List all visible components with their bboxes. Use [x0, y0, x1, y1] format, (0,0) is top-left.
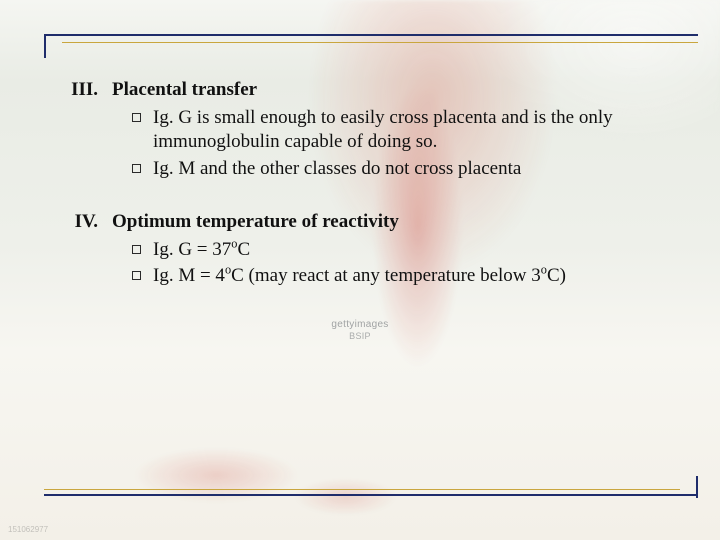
bullet-text: Ig. M and the other classes do not cross… — [153, 157, 680, 182]
bullet-list: Ig. G = 37oC Ig. M = 4oC (may react at a… — [58, 238, 680, 289]
section-iii: III. Placental transfer Ig. G is small e… — [58, 78, 680, 182]
section-heading: III. Placental transfer — [58, 78, 680, 102]
roman-numeral: III. — [58, 78, 98, 102]
list-item: Ig. M = 4oC (may react at any temperatur… — [132, 264, 680, 289]
section-title: Optimum temperature of reactivity — [112, 210, 399, 234]
bullet-list: Ig. G is small enough to easily cross pl… — [58, 106, 680, 182]
bullet-text: Ig. M = 4oC (may react at any temperatur… — [153, 264, 680, 289]
decorative-rule-bottom — [44, 494, 698, 496]
decorative-rule-top — [44, 34, 698, 36]
roman-numeral: IV. — [58, 210, 98, 234]
footer-image-code: 151062977 — [8, 525, 48, 534]
list-item: Ig. G = 37oC — [132, 238, 680, 263]
list-item: Ig. M and the other classes do not cross… — [132, 157, 680, 182]
section-iv: IV. Optimum temperature of reactivity Ig… — [58, 210, 680, 289]
section-heading: IV. Optimum temperature of reactivity — [58, 210, 680, 234]
square-bullet-icon — [132, 164, 141, 173]
square-bullet-icon — [132, 113, 141, 122]
list-item: Ig. G is small enough to easily cross pl… — [132, 106, 680, 155]
square-bullet-icon — [132, 271, 141, 280]
slide-content: III. Placental transfer Ig. G is small e… — [58, 78, 680, 317]
square-bullet-icon — [132, 245, 141, 254]
section-title: Placental transfer — [112, 78, 257, 102]
bullet-text: Ig. G is small enough to easily cross pl… — [153, 106, 680, 155]
bullet-text: Ig. G = 37oC — [153, 238, 680, 263]
